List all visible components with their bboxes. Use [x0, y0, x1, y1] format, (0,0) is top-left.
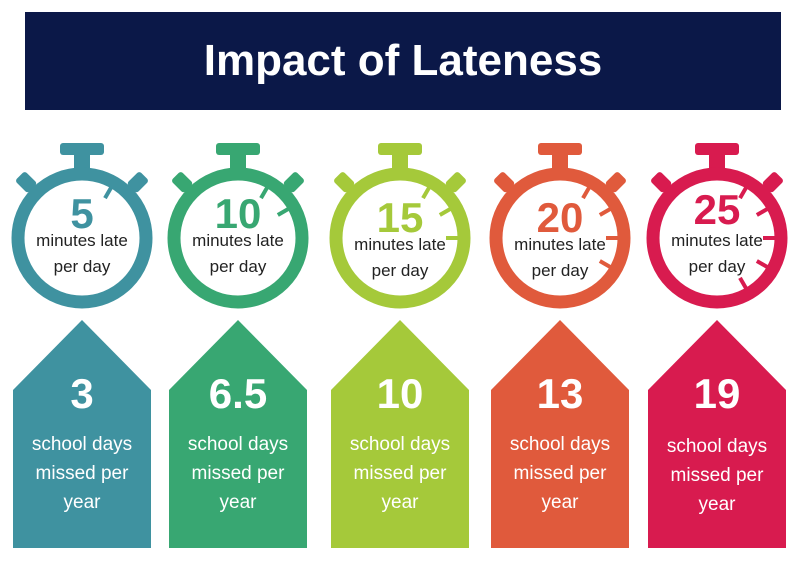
days-value: 13 — [536, 370, 584, 417]
watch-crown — [695, 143, 739, 155]
minutes-label: minutes late per day — [36, 231, 128, 276]
watch-tick — [259, 186, 269, 200]
watch-button — [172, 172, 193, 193]
arrow-box — [331, 320, 469, 548]
watch-crown — [538, 143, 582, 155]
watch-tick — [598, 259, 612, 269]
title: Impact of Lateness — [25, 12, 781, 110]
watch-button — [127, 172, 148, 193]
days-value: 19 — [693, 370, 741, 417]
watch-tick — [738, 276, 748, 290]
arrow-box — [491, 320, 629, 548]
watch-crown — [216, 143, 260, 155]
days-value: 3 — [70, 370, 94, 417]
watch-button — [16, 172, 37, 193]
days-label: school days missed per year — [349, 434, 451, 513]
minutes-value: 15 — [376, 194, 424, 241]
watch-tick — [103, 186, 113, 200]
watch-face — [329, 167, 471, 309]
watch-button — [334, 172, 355, 193]
minutes-label: minutes late per day — [671, 231, 763, 276]
watch-crown — [60, 143, 104, 155]
watch-face — [489, 167, 631, 309]
minutes-label: minutes late per day — [192, 231, 284, 276]
days-label: school days missed per year — [187, 434, 289, 513]
watch-tick — [755, 207, 769, 217]
watch-tick — [598, 207, 612, 217]
watch-tick — [276, 207, 290, 217]
minutes-value: 20 — [536, 194, 584, 241]
days-label: school days missed per year — [509, 434, 611, 513]
watch-button — [651, 172, 672, 193]
watch-tick — [421, 186, 431, 200]
minutes-value: 5 — [70, 190, 94, 237]
watch-tick — [581, 186, 591, 200]
watch-button — [445, 172, 466, 193]
arrow-box — [169, 320, 307, 548]
minutes-value: 10 — [214, 190, 262, 237]
watch-face — [167, 167, 309, 309]
watch-tick — [738, 186, 748, 200]
watch-crown — [378, 143, 422, 155]
days-value: 6.5 — [208, 370, 268, 417]
watch-button — [605, 172, 626, 193]
watch-button — [283, 172, 304, 193]
minutes-label: minutes late per day — [514, 235, 606, 280]
minutes-label: minutes late per day — [354, 235, 446, 280]
watch-button — [494, 172, 515, 193]
arrow-box — [13, 320, 151, 548]
watch-face — [646, 167, 788, 309]
watch-face — [11, 167, 153, 309]
days-value: 10 — [376, 370, 424, 417]
watch-tick — [438, 207, 452, 217]
watch-button — [762, 172, 783, 193]
arrow-box — [648, 320, 786, 548]
minutes-value: 25 — [693, 186, 741, 233]
watch-tick — [755, 259, 769, 269]
days-label: school days missed per year — [31, 434, 133, 513]
days-label: school days missed per year — [666, 436, 768, 515]
